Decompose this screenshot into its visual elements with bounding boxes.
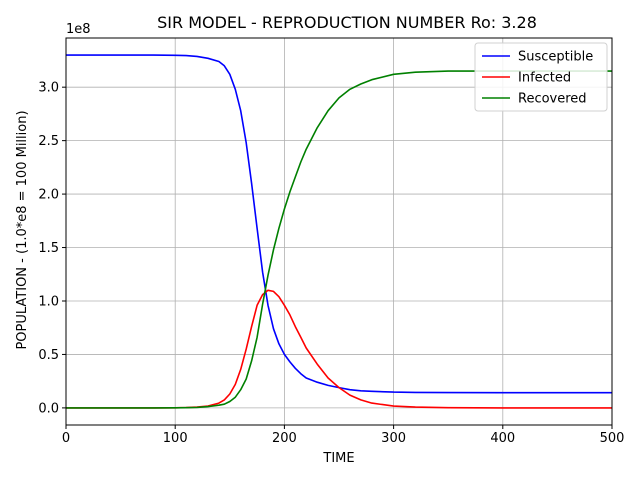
x-tick-label: 0 xyxy=(62,431,70,446)
y-offset-text: 1e8 xyxy=(66,22,91,37)
series-line-recovered xyxy=(66,70,612,409)
y-tick-label: 1.0 xyxy=(38,294,59,309)
axis-ticks: 0 100 200 300 400 500 0.0 0.5 1.0 1.5 2.0 2.5 3.0 xyxy=(38,81,624,446)
y-tick-label: 2.5 xyxy=(38,134,59,149)
y-tick-label: 0.5 xyxy=(38,348,59,363)
legend-label-recovered: Recovered xyxy=(518,92,587,107)
y-tick-label: 2.0 xyxy=(38,188,59,203)
y-axis-label: POPULATION - (1.0*e8 = 100 Million) xyxy=(15,110,30,349)
x-tick-label: 500 xyxy=(600,431,625,446)
plot-frame xyxy=(65,37,613,426)
x-axis-label: TIME xyxy=(322,451,354,466)
x-tick-label: 400 xyxy=(490,431,515,446)
legend: Susceptible Infected Recovered xyxy=(474,42,608,112)
series-lines xyxy=(66,54,612,409)
chart-title: SIR MODEL - REPRODUCTION NUMBER Ro: 3.28 xyxy=(157,13,537,32)
legend-label-infected: Infected xyxy=(518,71,571,86)
x-tick-label: 200 xyxy=(272,431,297,446)
y-tick-label: 0.0 xyxy=(38,401,59,416)
legend-box xyxy=(474,42,608,112)
grid-lines xyxy=(65,38,613,425)
legend-label-susceptible: Susceptible xyxy=(518,50,593,65)
y-tick-label: 1.5 xyxy=(38,241,59,256)
x-tick-label: 300 xyxy=(381,431,406,446)
y-tick-label: 3.0 xyxy=(38,81,59,96)
series-line-susceptible xyxy=(66,54,612,394)
x-tick-label: 100 xyxy=(163,431,188,446)
